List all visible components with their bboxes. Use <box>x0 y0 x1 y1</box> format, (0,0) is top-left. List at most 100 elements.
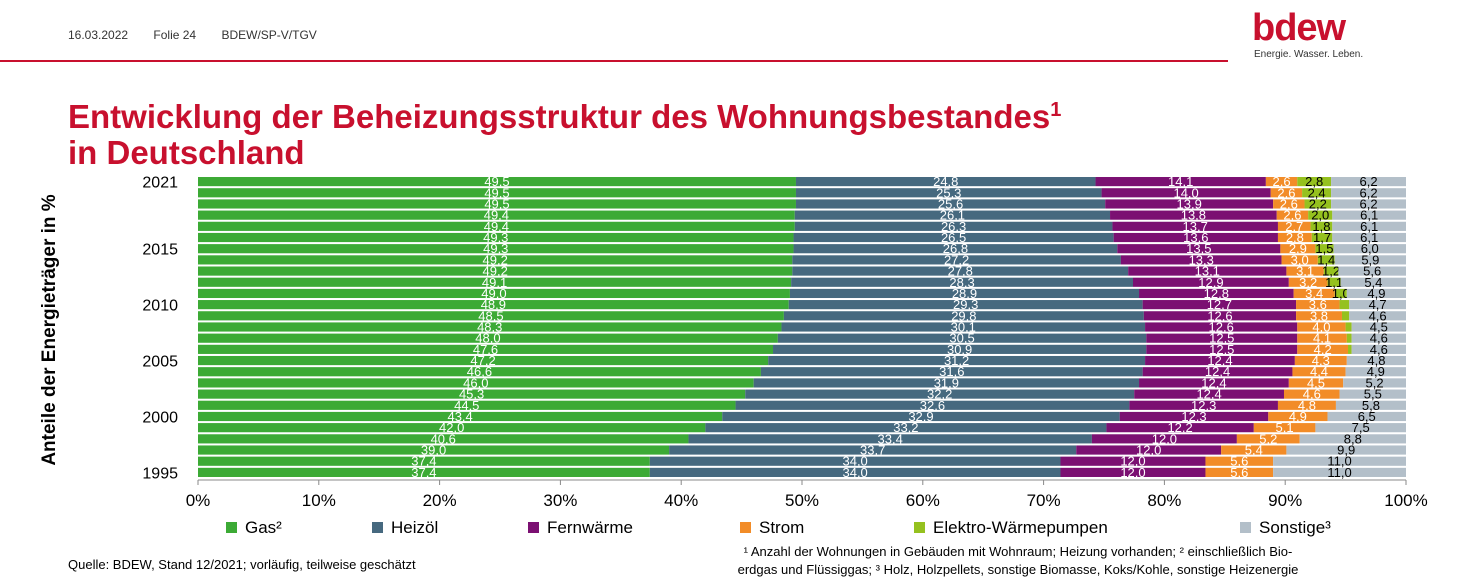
bar-segment <box>198 434 689 444</box>
bar-segment <box>1351 322 1406 332</box>
data-label: 12,3 <box>1181 409 1206 424</box>
data-label: 3,8 <box>1310 308 1328 323</box>
bar-segment <box>198 389 746 399</box>
data-label: 47,6 <box>473 342 498 357</box>
legend-item: Sonstige³ <box>1240 518 1331 538</box>
bar-segment <box>688 434 1092 444</box>
bar-segment <box>705 423 1107 433</box>
data-label: 2,7 <box>1285 219 1303 234</box>
bar-segment <box>777 333 1147 343</box>
data-label: 4,3 <box>1312 353 1330 368</box>
data-label: 48,5 <box>478 308 503 323</box>
data-label: 12,0 <box>1136 443 1161 458</box>
bar-segment <box>198 221 795 231</box>
data-label: 13,8 <box>1181 208 1206 223</box>
bar-segment <box>1335 400 1406 410</box>
data-label: 14,0 <box>1173 185 1198 200</box>
bar-segment <box>794 221 1113 231</box>
legend-swatch <box>1240 522 1251 534</box>
bar-segment <box>1119 411 1269 422</box>
data-label: 12,4 <box>1205 364 1230 379</box>
data-label: 32,9 <box>908 409 933 424</box>
data-label: 12,4 <box>1207 353 1232 368</box>
legend-swatch <box>372 522 383 534</box>
data-label: 27,2 <box>944 252 969 267</box>
bar-segment <box>1132 277 1289 287</box>
bar-segment <box>1288 277 1328 287</box>
bar-segment <box>198 277 792 287</box>
bar-segment <box>1332 210 1406 220</box>
bar-segment <box>1345 322 1352 332</box>
bar-segment <box>1253 423 1316 433</box>
bar-segment <box>1265 177 1298 187</box>
bar-segment <box>198 188 796 198</box>
bar-segment <box>768 355 1146 366</box>
data-label: 49,2 <box>483 264 508 279</box>
data-label: 4,9 <box>1367 364 1385 379</box>
bar-segment <box>1105 199 1274 209</box>
bar-segment <box>1327 277 1341 287</box>
bar-segment <box>1112 221 1278 231</box>
data-label: 13,5 <box>1186 241 1211 256</box>
data-label: 24,8 <box>933 174 958 189</box>
bar-segment <box>781 322 1146 332</box>
data-label: 45,3 <box>459 387 484 402</box>
data-label: 2,2 <box>1309 196 1327 211</box>
bar-segment <box>198 423 706 433</box>
x-tick-label: 50% <box>785 491 819 510</box>
bar-segment <box>1277 400 1336 410</box>
bar-segment <box>795 177 1096 187</box>
bar-segment <box>1311 232 1333 243</box>
data-label: 2,4 <box>1308 185 1326 200</box>
data-label: 13,7 <box>1183 219 1208 234</box>
data-label: 37,4 <box>411 465 436 480</box>
legend-label: Elektro-Wärmepumpen <box>933 518 1108 537</box>
x-tick-label: 70% <box>1027 491 1061 510</box>
bar-segment <box>1273 199 1305 209</box>
data-label: 12,5 <box>1209 342 1234 357</box>
legend-label: Fernwärme <box>547 518 633 537</box>
data-label: 12,0 <box>1120 465 1145 480</box>
bar-segment <box>1317 255 1335 265</box>
bar-segment <box>735 400 1130 410</box>
data-label: 28,9 <box>952 286 977 301</box>
logo-wordmark: bdew <box>1252 7 1346 49</box>
data-label: 13,3 <box>1189 252 1214 267</box>
source-note: Quelle: BDEW, Stand 12/2021; vorläufig, … <box>68 557 416 572</box>
data-label: 3,1 <box>1296 264 1314 279</box>
bar-segment <box>1341 311 1350 321</box>
bar-segment <box>1331 188 1406 198</box>
data-label: 3,0 <box>1291 252 1309 267</box>
x-tick-label: 20% <box>423 491 457 510</box>
data-label: 33,4 <box>878 431 903 446</box>
data-label: 49,5 <box>484 185 509 200</box>
data-label: 12,2 <box>1167 420 1192 435</box>
bar-segment <box>1293 288 1335 299</box>
header-date: 16.03.2022 <box>68 28 129 42</box>
data-label: 12,4 <box>1201 375 1226 390</box>
bar-segment <box>1297 333 1347 343</box>
stacked-bar-chart: 49,5 24,8 14,1 2,6 2,8 6,2 49,5 25,3 14,0 2,6 2,4 6… <box>142 174 1427 510</box>
bar-segment <box>1120 255 1282 265</box>
bar-segment <box>1277 221 1311 231</box>
bar-segment <box>1117 244 1281 254</box>
bar-segment <box>1280 244 1316 254</box>
bar-segment <box>1346 333 1352 343</box>
footnotes: ¹ Anzahl der Wohnungen in Gebäuden mit W… <box>618 543 1418 579</box>
data-label: 12,0 <box>1152 431 1177 446</box>
data-label: 13,9 <box>1177 196 1202 211</box>
bar-segment <box>198 411 723 422</box>
data-label: 6,1 <box>1360 219 1378 234</box>
data-label: 46,0 <box>463 375 488 390</box>
bar-segment <box>792 266 1129 276</box>
data-label: 37,4 <box>411 454 436 469</box>
legend-item: Heizöl <box>372 518 438 538</box>
data-label: 13,6 <box>1183 230 1208 245</box>
data-label: 2,0 <box>1311 208 1329 223</box>
bar-segment <box>773 344 1147 354</box>
data-label: 1,8 <box>1312 219 1330 234</box>
data-label: 42,0 <box>439 420 464 435</box>
bar-segment <box>1296 300 1340 310</box>
data-label: 2,6 <box>1277 185 1295 200</box>
bar-segment <box>198 288 790 299</box>
